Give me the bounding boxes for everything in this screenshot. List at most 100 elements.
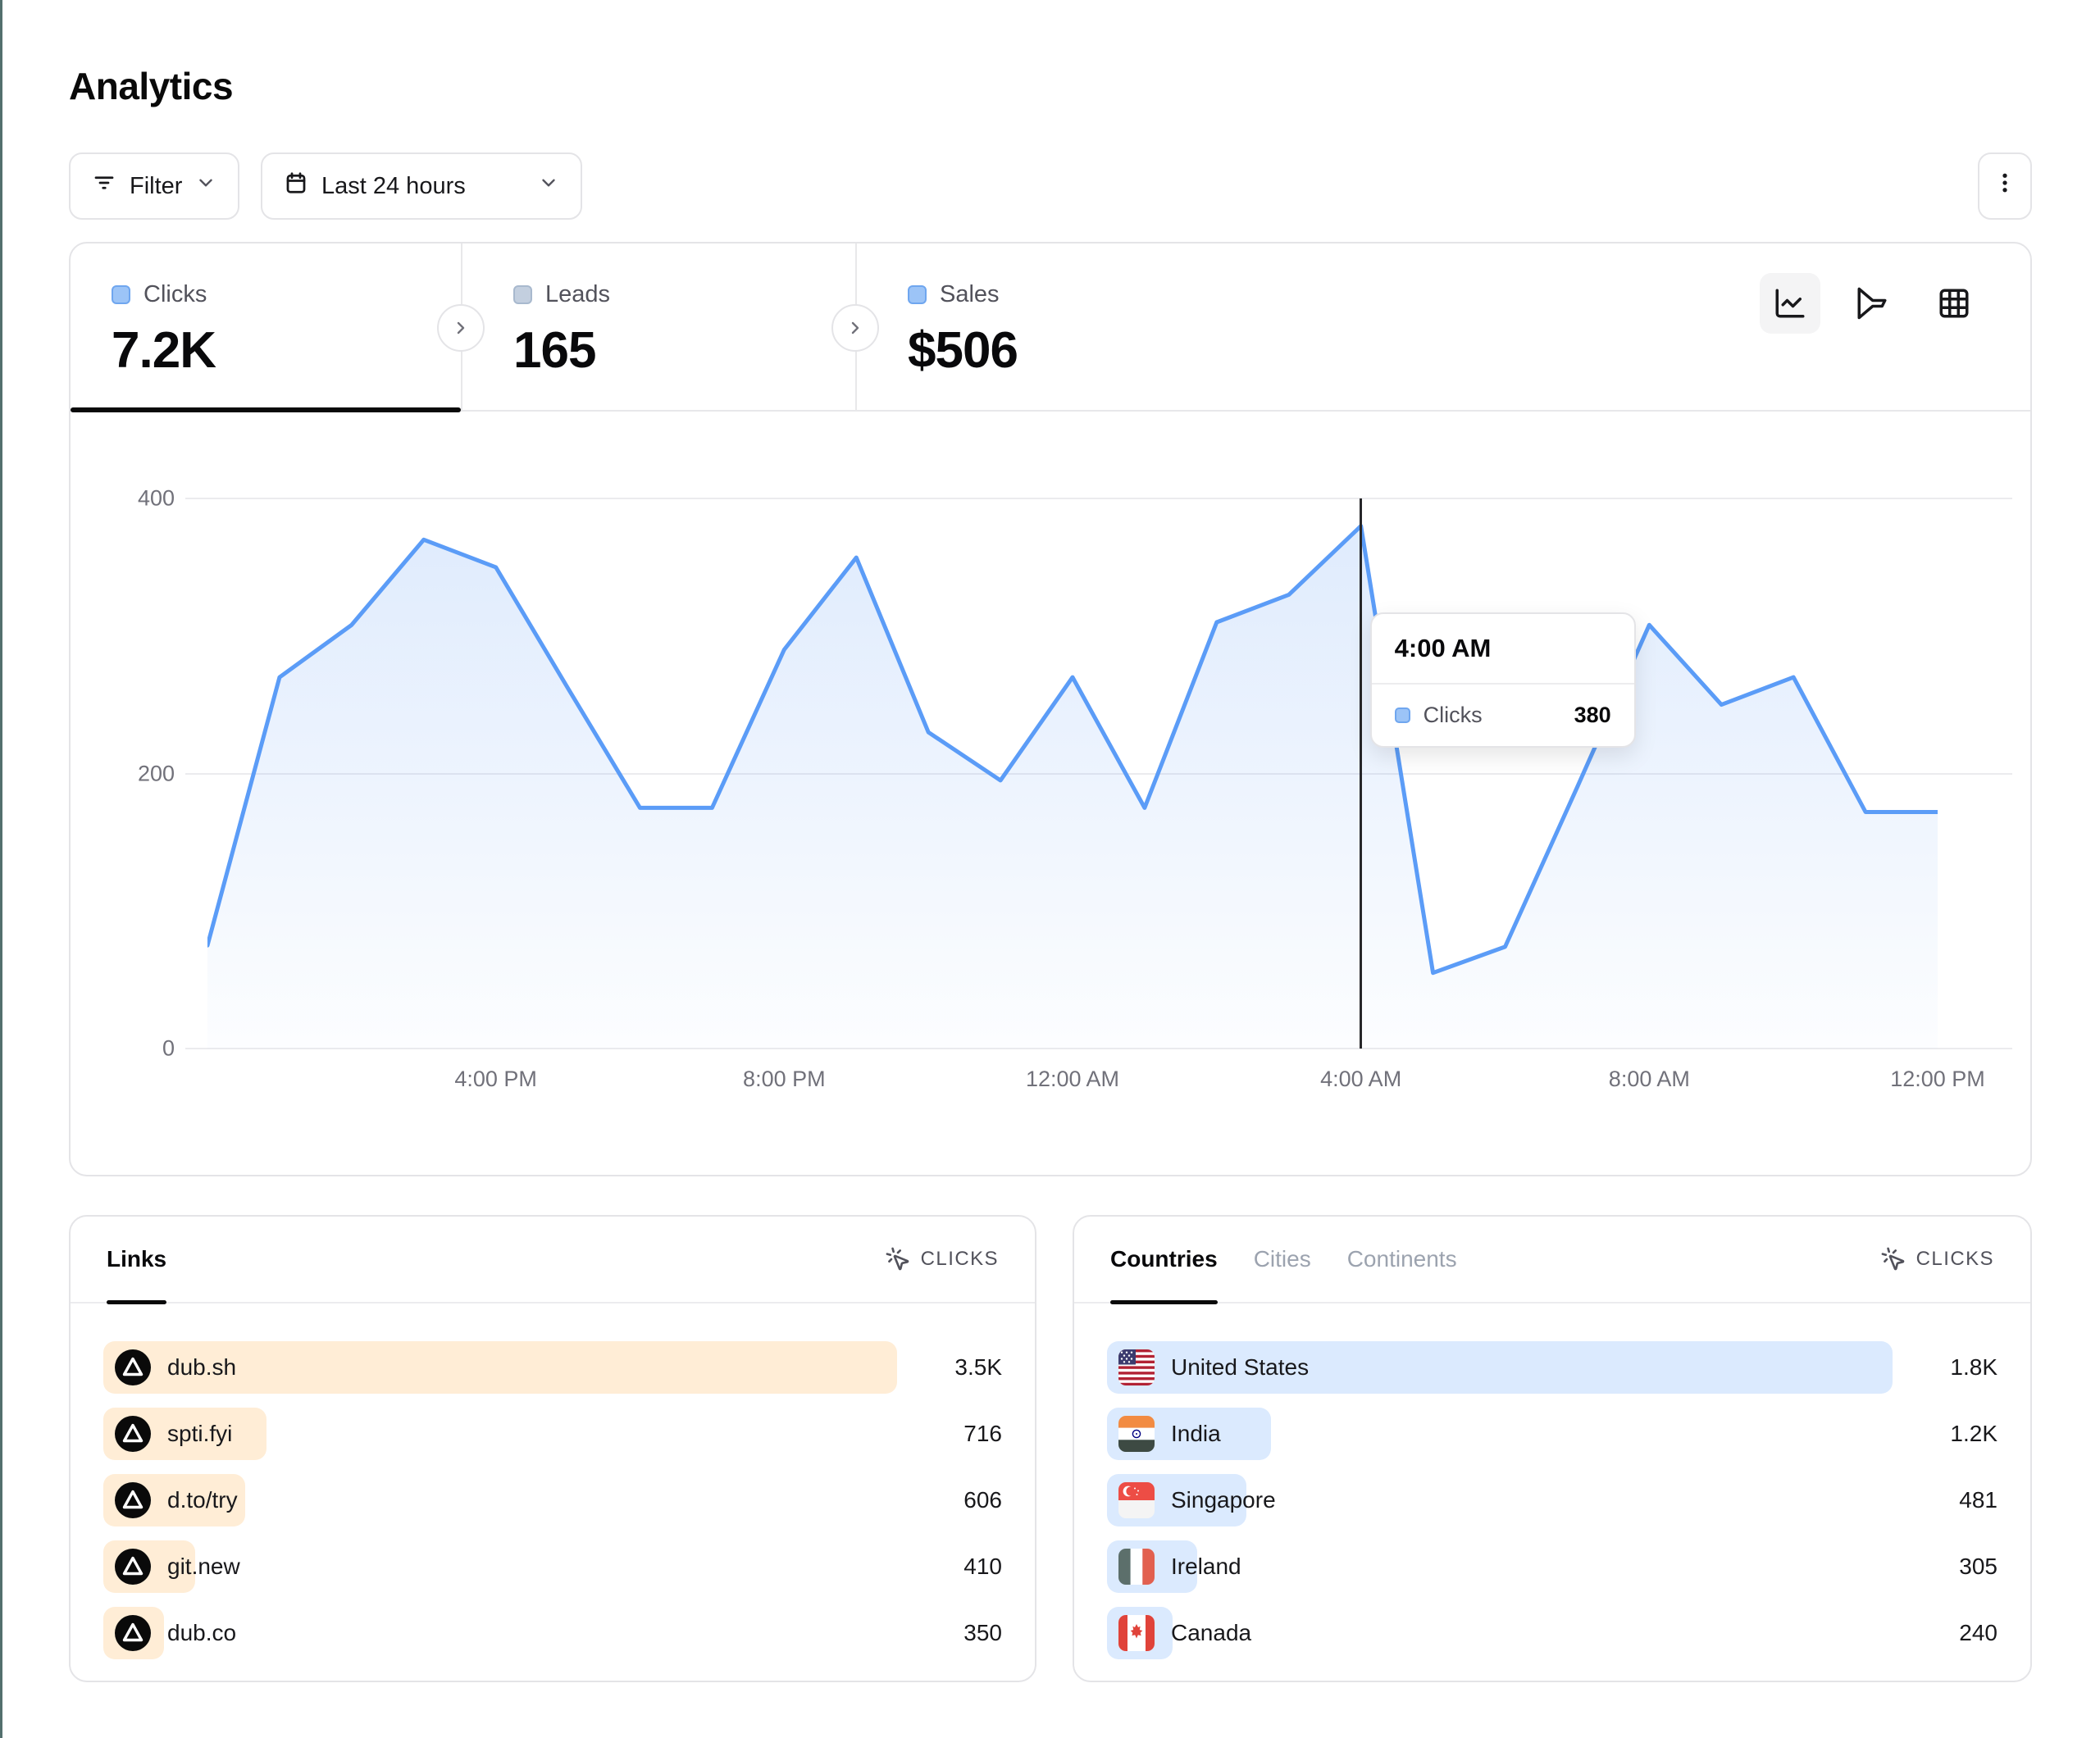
tab-continents[interactable]: Continents bbox=[1346, 1246, 1457, 1272]
funnel-icon bbox=[1857, 287, 1887, 320]
analytics-chart-card: Clicks 7.2K Leads 165 Sales $506 bbox=[69, 242, 2032, 1176]
tab-cities[interactable]: Cities bbox=[1253, 1246, 1311, 1272]
table-view-button[interactable] bbox=[1924, 273, 1984, 334]
gridline bbox=[185, 1048, 2012, 1049]
dub-logo-icon bbox=[115, 1615, 151, 1651]
row-label: United States bbox=[1171, 1354, 1310, 1380]
row-label: spti.fyi bbox=[167, 1421, 233, 1446]
y-tick-label: 400 bbox=[137, 485, 175, 511]
row-value: 481 bbox=[1959, 1487, 1998, 1513]
tab-leads-value: 165 bbox=[513, 322, 596, 379]
y-tick-label: 200 bbox=[137, 761, 175, 785]
flag-ireland bbox=[1118, 1549, 1155, 1585]
chart-tooltip: 4:00 AM Clicks 380 bbox=[1369, 612, 1636, 748]
value-bar bbox=[103, 1341, 897, 1394]
row-label: Singapore bbox=[1171, 1487, 1276, 1513]
country-row[interactable]: Singapore 481 bbox=[1107, 1474, 1998, 1526]
row-label: dub.co bbox=[167, 1620, 237, 1645]
chevron-right-icon bbox=[457, 321, 465, 334]
links-metric-header[interactable]: CLICKS bbox=[885, 1246, 999, 1272]
tab-clicks[interactable]: Clicks 7.2K bbox=[71, 243, 461, 412]
line-chart-view-button[interactable] bbox=[1760, 273, 1820, 334]
link-row[interactable]: d.to/try 606 bbox=[103, 1474, 1002, 1526]
link-row[interactable]: dub.co 350 bbox=[103, 1607, 1002, 1659]
clicks-legend-square bbox=[112, 285, 130, 304]
date-range-button[interactable]: Last 24 hours bbox=[261, 152, 582, 220]
line-chart-icon bbox=[1775, 289, 1805, 318]
funnel-view-button[interactable] bbox=[1842, 273, 1902, 334]
page-left-accent-strip bbox=[0, 0, 2, 1738]
row-label: India bbox=[1171, 1421, 1221, 1446]
row-label: Ireland bbox=[1171, 1554, 1241, 1579]
row-value: 410 bbox=[963, 1554, 1002, 1579]
tab-sales-value: $506 bbox=[908, 322, 1018, 379]
value-bar bbox=[1107, 1341, 1893, 1394]
dub-logo-icon bbox=[115, 1416, 151, 1452]
countries-metric-label: CLICKS bbox=[1916, 1248, 1994, 1270]
row-value: 1.8K bbox=[1950, 1354, 1998, 1380]
x-tick-label: 4:00 PM bbox=[454, 1067, 537, 1091]
leads-legend-square bbox=[513, 285, 532, 304]
link-row[interactable]: spti.fyi 716 bbox=[103, 1408, 1002, 1460]
row-value: 1.2K bbox=[1950, 1421, 1998, 1446]
flag-singapore bbox=[1118, 1482, 1155, 1518]
row-value: 716 bbox=[963, 1421, 1002, 1446]
tab-countries[interactable]: Countries bbox=[1110, 1216, 1218, 1304]
kebab-menu-icon bbox=[1993, 171, 2017, 202]
calendar-icon bbox=[284, 171, 308, 202]
filter-button-label: Filter bbox=[130, 172, 183, 199]
row-value: 3.5K bbox=[954, 1354, 1002, 1380]
tooltip-value: 380 bbox=[1574, 703, 1611, 727]
row-label: git.new bbox=[167, 1554, 240, 1579]
chevron-down-icon bbox=[538, 172, 559, 200]
filter-icon bbox=[92, 171, 116, 202]
tooltip-time: 4:00 AM bbox=[1371, 614, 1634, 685]
filter-button[interactable]: Filter bbox=[69, 152, 240, 220]
row-value: 606 bbox=[963, 1487, 1002, 1513]
tab-leads-label: Leads bbox=[545, 281, 611, 307]
tab-links[interactable]: Links bbox=[107, 1216, 167, 1304]
country-row[interactable]: Canada 240 bbox=[1107, 1607, 1998, 1659]
x-tick-label: 12:00 PM bbox=[1890, 1067, 1985, 1091]
more-options-button[interactable] bbox=[1978, 152, 2032, 220]
countries-panel: Countries Cities Continents CLICKS United … bbox=[1073, 1215, 2032, 1682]
tab-clicks-label: Clicks bbox=[143, 281, 207, 307]
chart-crosshair bbox=[1360, 498, 1363, 1049]
x-tick-label: 8:00 AM bbox=[1608, 1067, 1690, 1091]
tab-leads[interactable]: Leads 165 bbox=[461, 243, 855, 412]
x-tick-label: 4:00 AM bbox=[1320, 1067, 1402, 1091]
row-label: d.to/try bbox=[167, 1487, 238, 1513]
table-grid-icon bbox=[1939, 289, 1969, 318]
links-metric-label: CLICKS bbox=[920, 1248, 999, 1270]
tab-sales-label: Sales bbox=[940, 281, 1000, 307]
cursor-click-icon bbox=[1881, 1247, 1904, 1271]
country-row[interactable]: India 1.2K bbox=[1107, 1408, 1998, 1460]
clicks-area-chart[interactable] bbox=[207, 498, 1938, 1049]
country-row[interactable]: United States 1.8K bbox=[1107, 1341, 1998, 1394]
link-row[interactable]: dub.sh 3.5K bbox=[103, 1341, 1002, 1394]
stat-tabs-row: Clicks 7.2K Leads 165 Sales $506 bbox=[71, 243, 2030, 412]
chevron-right-icon bbox=[851, 321, 859, 334]
countries-metric-header[interactable]: CLICKS bbox=[1880, 1246, 1994, 1272]
links-panel: Links CLICKS dub.sh 3.5K spti.fyi 716 d.to/t… bbox=[69, 1215, 1036, 1682]
tab-sales[interactable]: Sales $506 bbox=[855, 243, 1265, 412]
dub-logo-icon bbox=[115, 1349, 151, 1385]
cursor-click-icon bbox=[886, 1247, 909, 1271]
tab-clicks-value: 7.2K bbox=[112, 322, 216, 379]
next-metric-button[interactable] bbox=[831, 304, 879, 352]
country-row[interactable]: Ireland 305 bbox=[1107, 1540, 1998, 1593]
link-row[interactable]: git.new 410 bbox=[103, 1540, 1002, 1593]
tooltip-legend-square bbox=[1394, 707, 1410, 723]
y-tick-label: 0 bbox=[162, 1035, 175, 1061]
flag-canada bbox=[1118, 1615, 1155, 1651]
x-tick-label: 12:00 AM bbox=[1025, 1067, 1120, 1091]
flag-india bbox=[1118, 1416, 1155, 1452]
tooltip-series-label: Clicks bbox=[1423, 703, 1483, 727]
page-title: Analytics bbox=[69, 65, 234, 107]
dub-logo-icon bbox=[115, 1549, 151, 1585]
flag-united-states bbox=[1118, 1349, 1155, 1385]
next-metric-button[interactable] bbox=[437, 304, 485, 352]
chevron-down-icon bbox=[195, 172, 216, 200]
x-tick-label: 8:00 PM bbox=[743, 1067, 826, 1091]
gridline bbox=[185, 498, 2012, 499]
